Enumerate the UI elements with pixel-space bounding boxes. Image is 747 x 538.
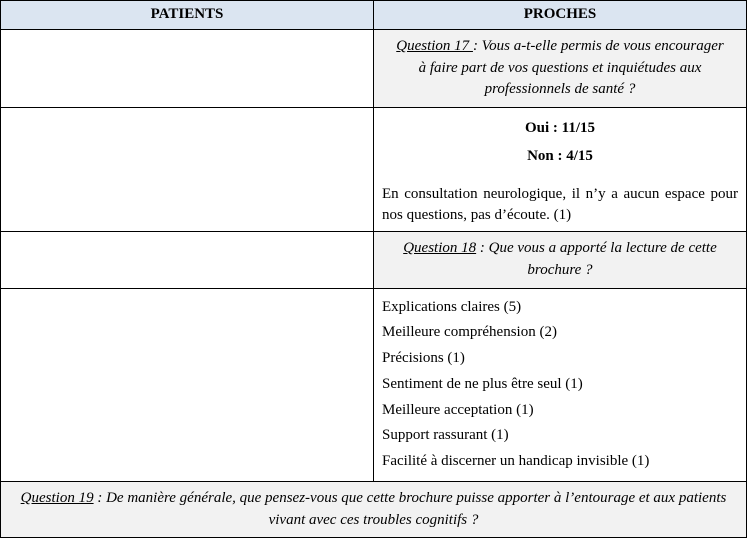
q18-patients-answer-empty (1, 288, 374, 481)
q17-question-row: Question 17 : Vous a-t-elle permis de vo… (1, 29, 747, 107)
q18-answer-item: Sentiment de ne plus être seul (1) (382, 374, 738, 396)
q18-text: : Que vous a apporté la lecture de cette… (476, 240, 717, 278)
q19-label: Question 19 (21, 490, 94, 506)
q17-question-cell: Question 17 : Vous a-t-elle permis de vo… (374, 29, 747, 107)
header-row: PATIENTS PROCHES (1, 1, 747, 30)
q18-answer-item: Meilleure compréhension (2) (382, 322, 738, 344)
q17-stat-yes: Oui : 11/15 (382, 112, 738, 140)
q18-answer-item: Précisions (1) (382, 348, 738, 370)
results-table: PATIENTS PROCHES Question 17 : Vous a-t-… (0, 0, 747, 538)
q17-label: Question 17 (396, 38, 473, 54)
q17-comment: En consultation neurologique, il n’y a a… (382, 168, 738, 228)
q18-answer-item: Meilleure acceptation (1) (382, 400, 738, 422)
q18-patients-empty (1, 232, 374, 289)
q17-patients-answer-empty (1, 108, 374, 232)
q18-answer-item: Explications claires (5) (382, 297, 738, 319)
q18-label: Question 18 (403, 240, 476, 256)
q17-patients-empty (1, 29, 374, 107)
q18-question-cell: Question 18 : Que vous a apporté la lect… (374, 232, 747, 289)
q17-answer-row: Oui : 11/15 Non : 4/15 En consultation n… (1, 108, 747, 232)
q18-answer-row: Explications claires (5) Meilleure compr… (1, 288, 747, 481)
q18-answer-item: Facilité à discerner un handicap invisib… (382, 451, 738, 473)
q19-question-cell: Question 19 : De manière générale, que p… (1, 481, 747, 538)
header-proches: PROCHES (374, 1, 747, 30)
q19-question-row: Question 19 : De manière générale, que p… (1, 481, 747, 538)
q18-question-row: Question 18 : Que vous a apporté la lect… (1, 232, 747, 289)
q17-answer-cell: Oui : 11/15 Non : 4/15 En consultation n… (374, 108, 747, 232)
header-patients: PATIENTS (1, 1, 374, 30)
q19-text: : De manière générale, que pensez-vous q… (94, 490, 727, 528)
q17-stat-no: Non : 4/15 (382, 140, 738, 168)
q18-answer-cell: Explications claires (5) Meilleure compr… (374, 288, 747, 481)
q18-answer-item: Support rassurant (1) (382, 425, 738, 447)
